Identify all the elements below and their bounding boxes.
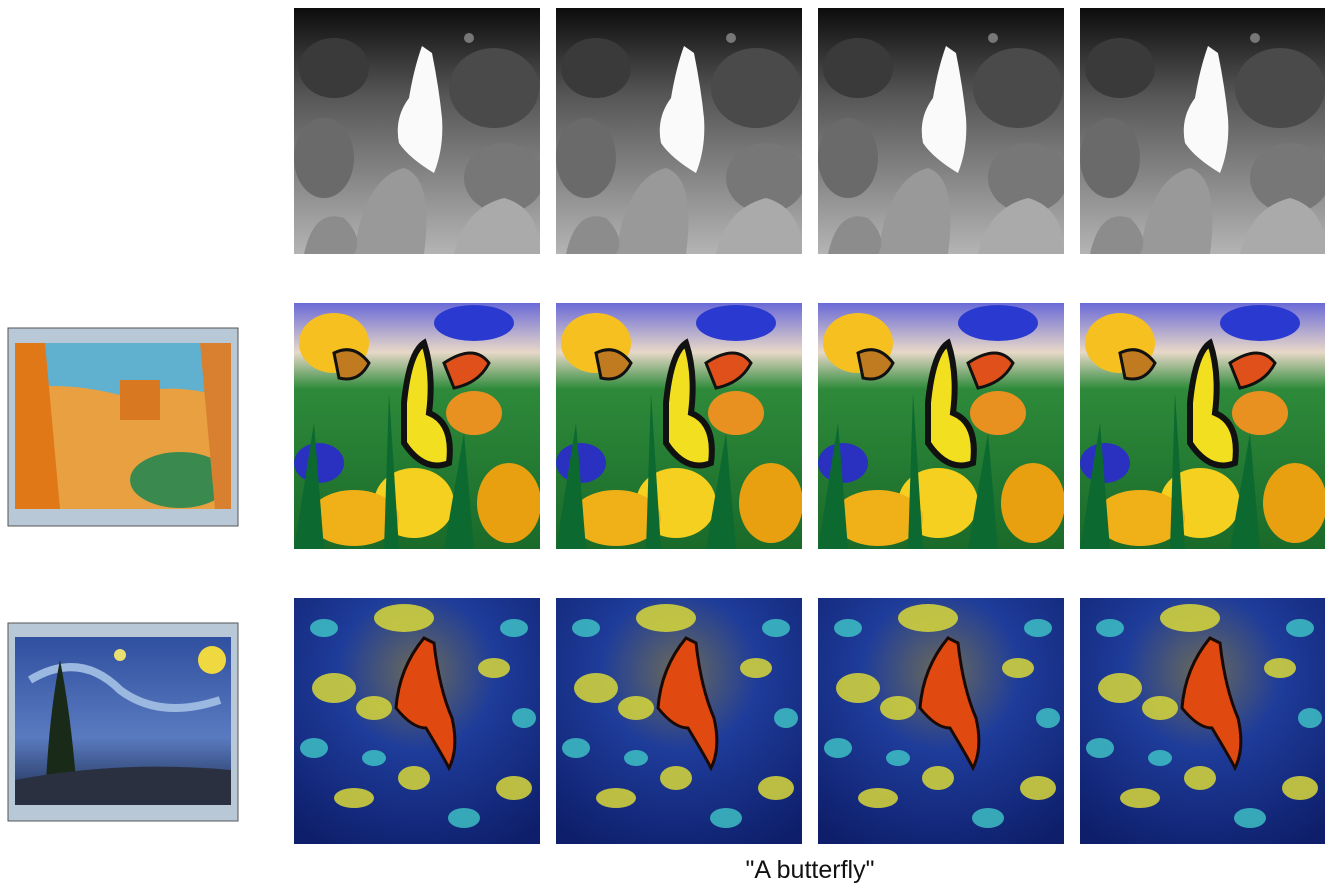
output-image (1080, 598, 1325, 844)
output-image (1080, 303, 1325, 549)
depth-map (818, 8, 1068, 254)
output-image (818, 598, 1064, 844)
depth-map (556, 8, 806, 254)
output-image (294, 303, 541, 549)
page: "A butterfly" (() => { const data = JSON… (0, 0, 1325, 892)
style-reference (8, 328, 238, 526)
output-image (294, 598, 540, 844)
output-image (556, 303, 803, 549)
depth-map (294, 8, 544, 254)
output-image (556, 598, 802, 844)
style-reference (8, 623, 238, 821)
figure: "A butterfly" (0, 0, 1325, 892)
caption: "A butterfly" (746, 856, 875, 884)
output-image (818, 303, 1065, 549)
depth-map (1080, 8, 1325, 254)
